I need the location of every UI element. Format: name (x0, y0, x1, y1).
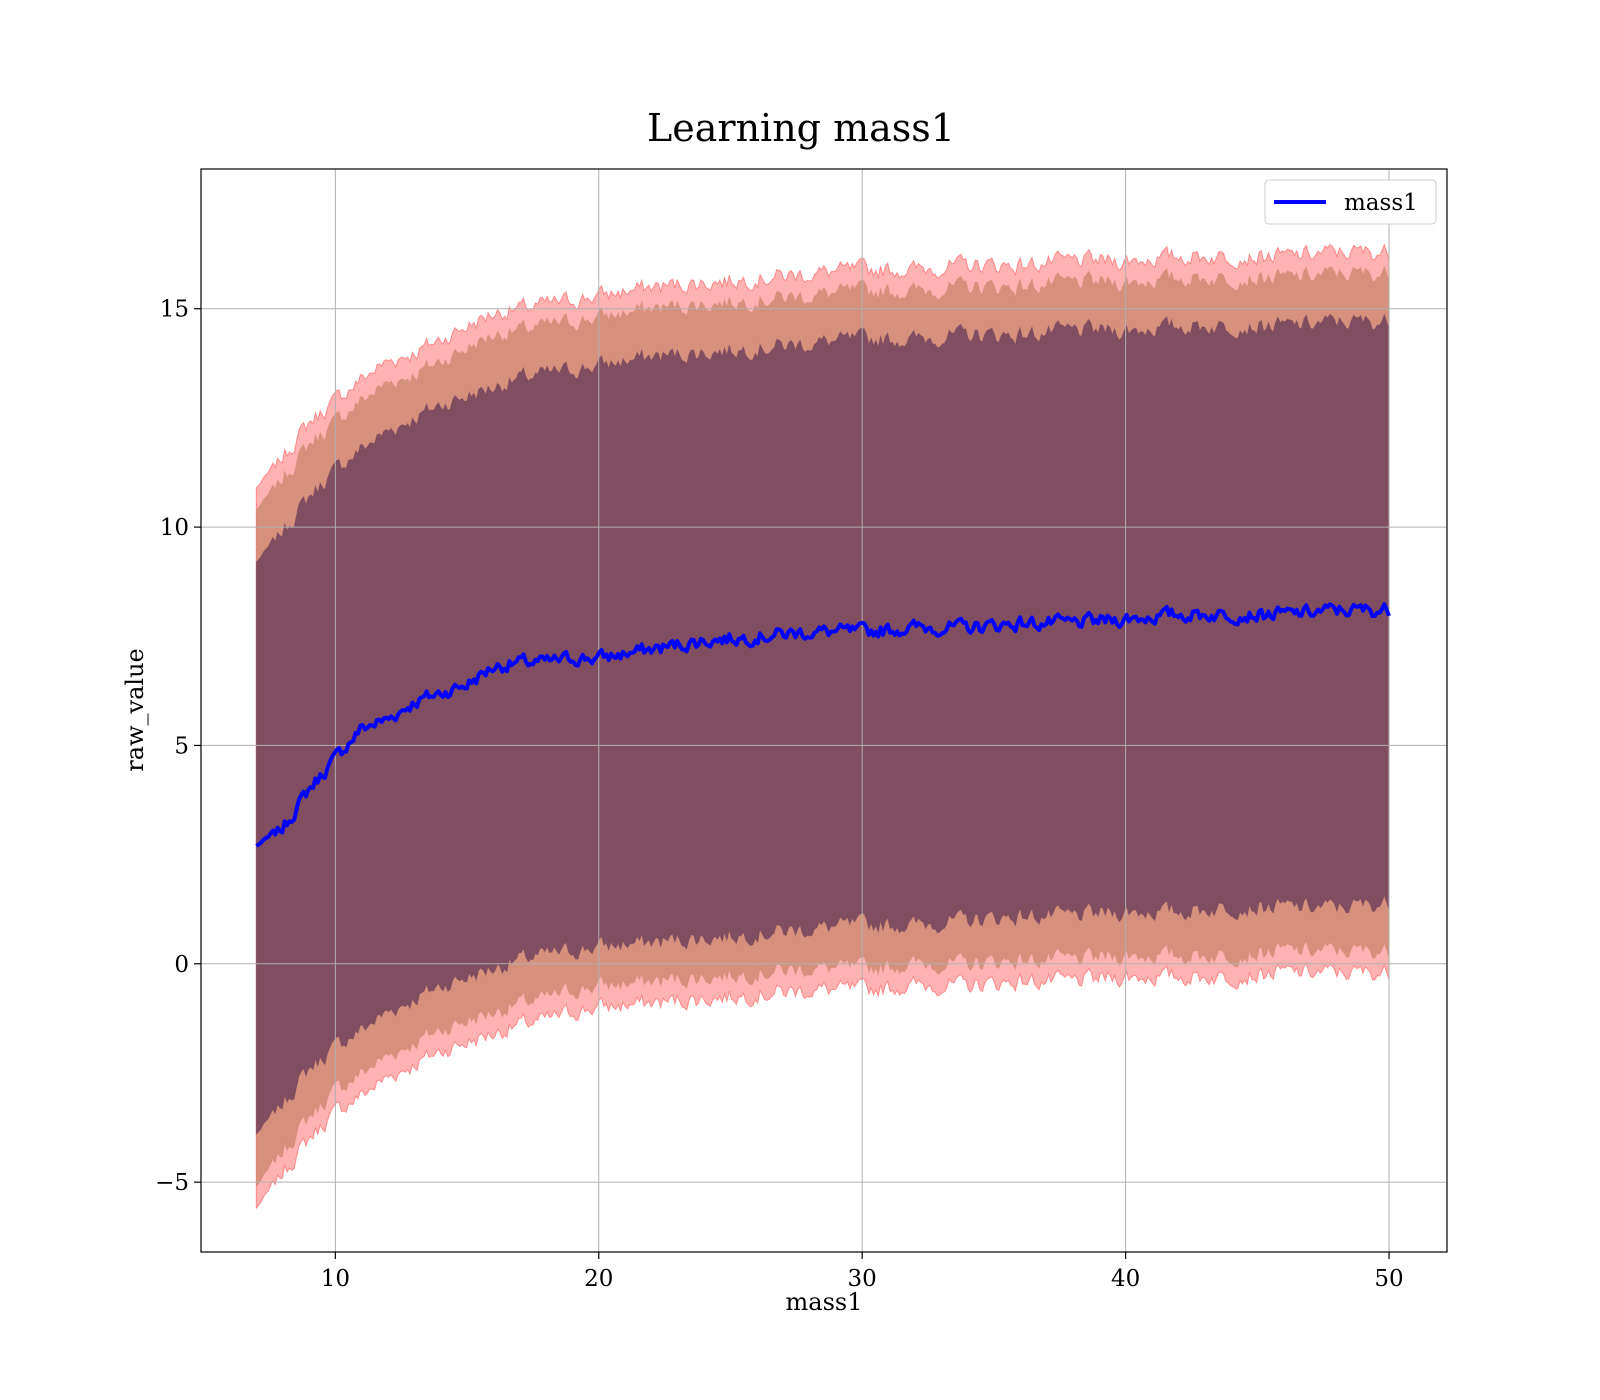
x-tick-label: 30 (848, 1266, 877, 1292)
y-tick-label: 0 (174, 952, 189, 978)
chart-title: Learning mass1 (647, 106, 955, 150)
y-tick-label: 5 (174, 733, 189, 759)
x-tick-label: 40 (1111, 1266, 1140, 1292)
grid-lines (201, 169, 1447, 1252)
x-tick-label: 50 (1374, 1266, 1403, 1292)
y-tick-label: −5 (155, 1170, 189, 1196)
x-tick-label: 10 (321, 1266, 350, 1292)
x-axis-label: mass1 (786, 1288, 863, 1316)
plot-area (200, 168, 1448, 1253)
y-axis-label: raw_value (121, 648, 149, 772)
legend-box (1264, 179, 1437, 225)
confidence-bands (255, 243, 1390, 1210)
x-axis: 10 20 30 40 50 (321, 1252, 1404, 1292)
plot-frame (200, 168, 1448, 1253)
series-line-mass1 (255, 602, 1391, 848)
x-tick-label: 20 (584, 1266, 613, 1292)
y-tick-label: 15 (160, 297, 189, 323)
legend: mass1 (1264, 179, 1437, 225)
legend-label-mass1: mass1 (1344, 190, 1418, 216)
y-axis: −5 0 5 10 15 (155, 297, 201, 1196)
y-tick-label: 10 (160, 515, 189, 541)
